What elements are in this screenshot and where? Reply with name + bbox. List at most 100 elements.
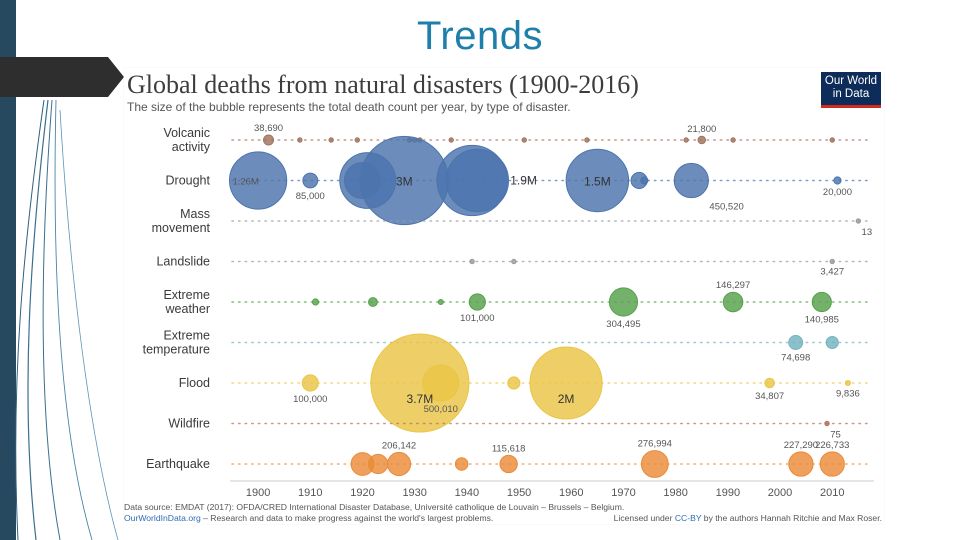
- data-label-earthquake-1927: 206,142: [382, 440, 416, 451]
- bubble-earthquake-1976: [640, 450, 669, 478]
- bubble-extreme-temperature-2003: [788, 335, 804, 350]
- bubble-flood-1949: [507, 376, 521, 390]
- bubble-wildfire-2009: [824, 420, 830, 427]
- row-label-volcanic-activity: activity: [172, 140, 211, 154]
- bubble-extreme-weather-2008: [811, 291, 832, 313]
- bubble-extreme-weather-1935: [437, 298, 444, 306]
- data-label-flood-1998: 34,807: [755, 391, 784, 402]
- row-label-wildfire: Wildfire: [168, 417, 210, 431]
- chart-panel: Global deaths from natural disasters (19…: [124, 68, 884, 524]
- bubble-flood-1998: [764, 377, 775, 389]
- bubble-earthquake-2004: [788, 451, 814, 477]
- data-label-extreme-weather-1942: 101,000: [460, 313, 494, 324]
- x-tick-2010: 2010: [820, 487, 844, 499]
- row-label-volcanic-activity: Volcanic: [163, 126, 210, 140]
- x-tick-1930: 1930: [402, 487, 426, 499]
- footer-license: Licensed under CC-BY by the authors Hann…: [614, 513, 882, 523]
- owid-link[interactable]: OurWorldInData.org: [124, 513, 201, 523]
- data-label-earthquake-2004: 227,290: [784, 440, 818, 451]
- data-label-wildfire-2009: 75: [830, 430, 841, 441]
- data-label-drought-1928: 3M: [396, 175, 413, 189]
- x-tick-2000: 2000: [768, 487, 792, 499]
- owid-tagline: – Research and data to make progress aga…: [200, 513, 494, 523]
- data-label-volcanic-activity-1985: 21,800: [687, 124, 716, 135]
- x-tick-1950: 1950: [507, 487, 531, 499]
- bubble-drought-1910: [302, 172, 319, 189]
- data-label-extreme-weather-1970: 304,495: [606, 319, 640, 330]
- title-arrow-tab: [0, 57, 124, 97]
- data-label-drought-1910: 85,000: [296, 191, 325, 202]
- data-label-drought-1983: 450,520: [709, 202, 743, 213]
- data-label-earthquake-1948: 115,618: [492, 443, 526, 454]
- data-label-earthquake-1976: 276,994: [638, 439, 672, 450]
- owid-logo-line2: in Data: [832, 88, 870, 100]
- row-label-extreme-temperature: Extreme: [163, 329, 210, 343]
- row-label-mass-movement: movement: [152, 221, 211, 235]
- bubble-volcanic-activity-2010: [829, 137, 835, 143]
- bubble-flood-2013: [844, 379, 851, 387]
- bubble-volcanic-activity-1982: [683, 137, 689, 143]
- row-label-landslide: Landslide: [156, 255, 210, 269]
- data-label-drought-1941: 1.9M: [510, 174, 537, 188]
- bubble-drought-1983: [673, 162, 709, 199]
- x-tick-1990: 1990: [716, 487, 740, 499]
- bubble-extreme-weather-1911: [311, 298, 320, 306]
- data-label-extreme-temperature-2003: 74,698: [781, 352, 810, 363]
- data-label-extreme-weather-1991: 146,297: [716, 280, 750, 291]
- x-tick-1940: 1940: [455, 487, 479, 499]
- slide-title: Trends: [416, 14, 543, 58]
- bubble-earthquake-1927: [386, 451, 412, 477]
- row-label-extreme-weather: weather: [165, 302, 210, 316]
- bubble-extreme-weather-1991: [722, 291, 744, 313]
- license-prefix: Licensed under: [613, 513, 675, 523]
- x-tick-1920: 1920: [350, 487, 374, 499]
- bubble-flood-1910: [301, 374, 319, 392]
- bubble-extreme-weather-1942: [468, 293, 486, 311]
- chart-title: Global deaths from natural disasters (19…: [127, 70, 639, 99]
- data-label-drought-1900: 1.26M: [232, 177, 258, 188]
- data-label-flood-1959: 2M: [558, 392, 575, 406]
- data-label-flood-2013: 9,836: [836, 389, 860, 400]
- bubble-extreme-weather-1970: [608, 287, 639, 317]
- bubble-extreme-temperature-2010: [825, 335, 839, 350]
- row-label-flood: Flood: [179, 376, 210, 390]
- row-label-extreme-temperature: temperature: [143, 343, 210, 357]
- bubble-landslide-1949: [511, 258, 517, 265]
- x-tick-1980: 1980: [663, 487, 687, 499]
- row-label-mass-movement: Mass: [180, 207, 210, 221]
- row-label-drought: Drought: [166, 174, 211, 188]
- owid-logo-bar: [821, 105, 881, 108]
- bubble-earthquake-2010: [819, 451, 845, 477]
- x-tick-1910: 1910: [298, 487, 322, 499]
- bubble-earthquake-1939: [454, 457, 469, 471]
- x-tick-1970: 1970: [611, 487, 635, 499]
- bubble-drought-2011: [833, 176, 842, 185]
- bubble-landslide-2010: [829, 258, 835, 265]
- bubble-drought-1942: [445, 148, 510, 213]
- data-label-earthquake-2010: 226,733: [815, 440, 849, 451]
- row-label-extreme-weather: Extreme: [163, 288, 210, 302]
- bubble-earthquake-1948: [499, 454, 518, 474]
- license-link[interactable]: CC-BY: [674, 513, 702, 523]
- slide-side-bar: [0, 0, 16, 540]
- data-label-flood-1935: 500,010: [424, 404, 458, 415]
- data-label-drought-2011: 20,000: [823, 187, 852, 198]
- bubble-landslide-1941: [469, 258, 475, 265]
- bubble-flood-1959: [529, 346, 603, 420]
- footer-owid: OurWorldInData.org – Research and data t…: [124, 513, 493, 523]
- x-tick-1960: 1960: [559, 487, 583, 499]
- bubble-mass-movement-2015: [855, 218, 862, 224]
- bubble-volcanic-activity-1991: [730, 137, 736, 143]
- bubble-volcanic-activity-1902: [263, 134, 275, 146]
- data-label-extreme-weather-2008: 140,985: [805, 315, 839, 326]
- chart-subtitle: The size of the bubble represents the to…: [127, 100, 571, 114]
- bubble-flood-1935: [422, 364, 460, 402]
- bubble-volcanic-activity-1937: [448, 137, 454, 143]
- footer-source: Data source: EMDAT (2017): OFDA/CRED Int…: [124, 502, 625, 512]
- data-label-landslide-2010: 3,427: [820, 267, 844, 278]
- license-suffix: by the authors Hannah Ritchie and Max Ro…: [701, 513, 882, 523]
- owid-logo: Our World in Data: [821, 72, 881, 108]
- data-label-flood-1931: 3.7M: [407, 392, 434, 406]
- data-label-flood-1910: 100,000: [293, 394, 327, 405]
